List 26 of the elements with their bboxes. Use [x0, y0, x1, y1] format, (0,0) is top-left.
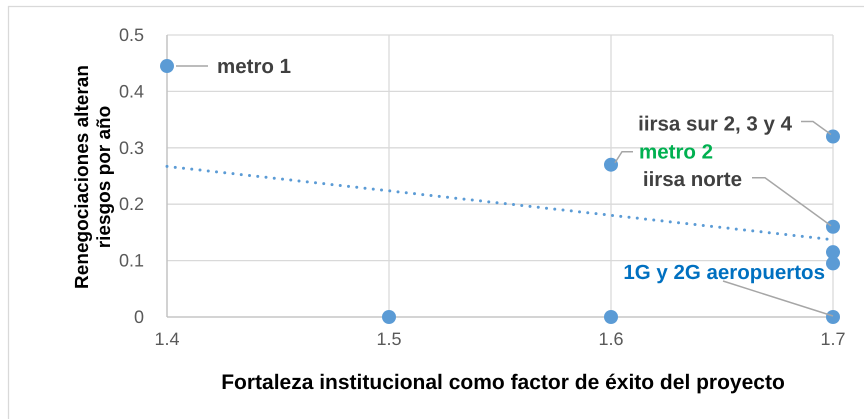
annotation: metro 1: [217, 54, 292, 78]
point: [604, 310, 618, 324]
point: [826, 310, 840, 324]
y-tick-label: 0.5: [118, 25, 144, 45]
point: [604, 158, 618, 172]
point: [160, 59, 174, 74]
x-axis-title: Fortaleza institucional como factor de éxito del proyecto: [221, 370, 785, 394]
y-tick-label: 0.2: [118, 194, 144, 214]
y-tick-label: 0.1: [118, 250, 144, 271]
y-tick-label: 0.4: [118, 81, 144, 102]
point: [826, 220, 840, 234]
point: [826, 256, 840, 270]
annotation: iirsa norte: [642, 167, 742, 190]
annotation: iirsa sur 2, 3 y 4: [638, 112, 793, 136]
y-tick-label: 0: [134, 307, 144, 327]
y-axis-title: Renegociaciones alteran riesgos por año: [72, 65, 114, 289]
x-tick-label: 1.4: [154, 329, 180, 349]
annotation: metro 2: [639, 140, 714, 164]
point: [826, 245, 840, 260]
y-tick-label: 0.3: [118, 138, 144, 158]
point: [826, 130, 840, 144]
point: [382, 310, 396, 324]
annotation: 1G y 2G aeropuertos: [623, 260, 825, 284]
x-tick-label: 1.7: [820, 329, 846, 349]
x-tick-label: 1.6: [598, 329, 624, 349]
x-tick-label: 1.5: [376, 329, 402, 349]
